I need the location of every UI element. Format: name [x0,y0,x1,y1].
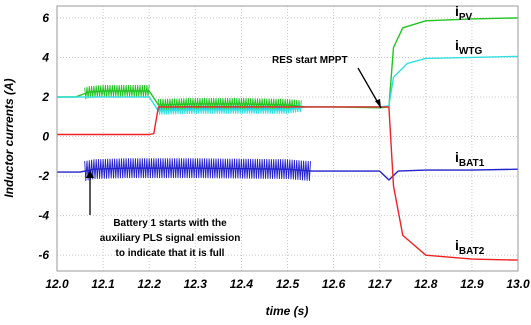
series-label-ibat2: iBAT2 [455,237,485,257]
x-axis-title: time (s) [266,304,309,318]
series-line-ibat1 [57,167,519,181]
y-axis-title: Inductor currents (A) [2,78,16,197]
x-tick-label: 12.2 [138,277,162,291]
oscillation-ibat1 [84,158,311,181]
x-tick-label: 12.3 [184,277,208,291]
annotation-battery-line1: Battery 1 starts with the [113,218,227,229]
x-tick-label: 12.9 [460,277,484,291]
x-tick-label: 12.6 [322,277,346,291]
y-tick-label: 0 [42,130,49,144]
y-tick-label: 4 [41,50,49,64]
x-tick-label: 12.8 [414,277,438,291]
plot-frame [56,5,519,272]
series-label-ipv: iPV [455,3,473,23]
x-tick-label: 12.7 [368,277,393,291]
x-tick-label: 12.5 [276,277,300,291]
series-label-iwtg: iWTG [455,37,482,57]
series-label-ibat1: iBAT1 [455,149,485,169]
oscillation-ipv [84,85,150,100]
oscillation-iwtg [157,103,302,115]
y-tick-label: -6 [38,248,49,262]
y-tick-label: 2 [41,90,49,104]
annotation-arrowhead-mppt [375,99,381,108]
series-line-ipv [57,17,519,109]
series-line-ibat2 [57,106,519,261]
series-lines [57,17,519,261]
annotation-arrowhead-battery [86,170,94,178]
x-tick-labels: 12.0 12.1 12.2 12.3 12.4 12.5 12.6 12.7 12.8 12.9… [45,277,530,291]
x-tick-label: 12.1 [91,277,115,291]
x-tick-label: 12.4 [230,277,254,291]
y-tick-label: -4 [38,209,49,223]
annotation-battery-line2: auxiliary PLS signal emission [100,233,241,244]
annotation-res-start-mppt: RES start MPPT [272,55,348,66]
y-tick-labels: 6 4 2 0 -2 -4 -6 [38,11,49,262]
y-tick-label: 6 [42,11,49,25]
x-tick-label: 13.0 [506,277,530,291]
x-tick-label: 12.0 [45,277,69,291]
y-tick-label: -2 [38,169,49,183]
annotation-battery-line3: to indicate that it is full [116,248,225,259]
